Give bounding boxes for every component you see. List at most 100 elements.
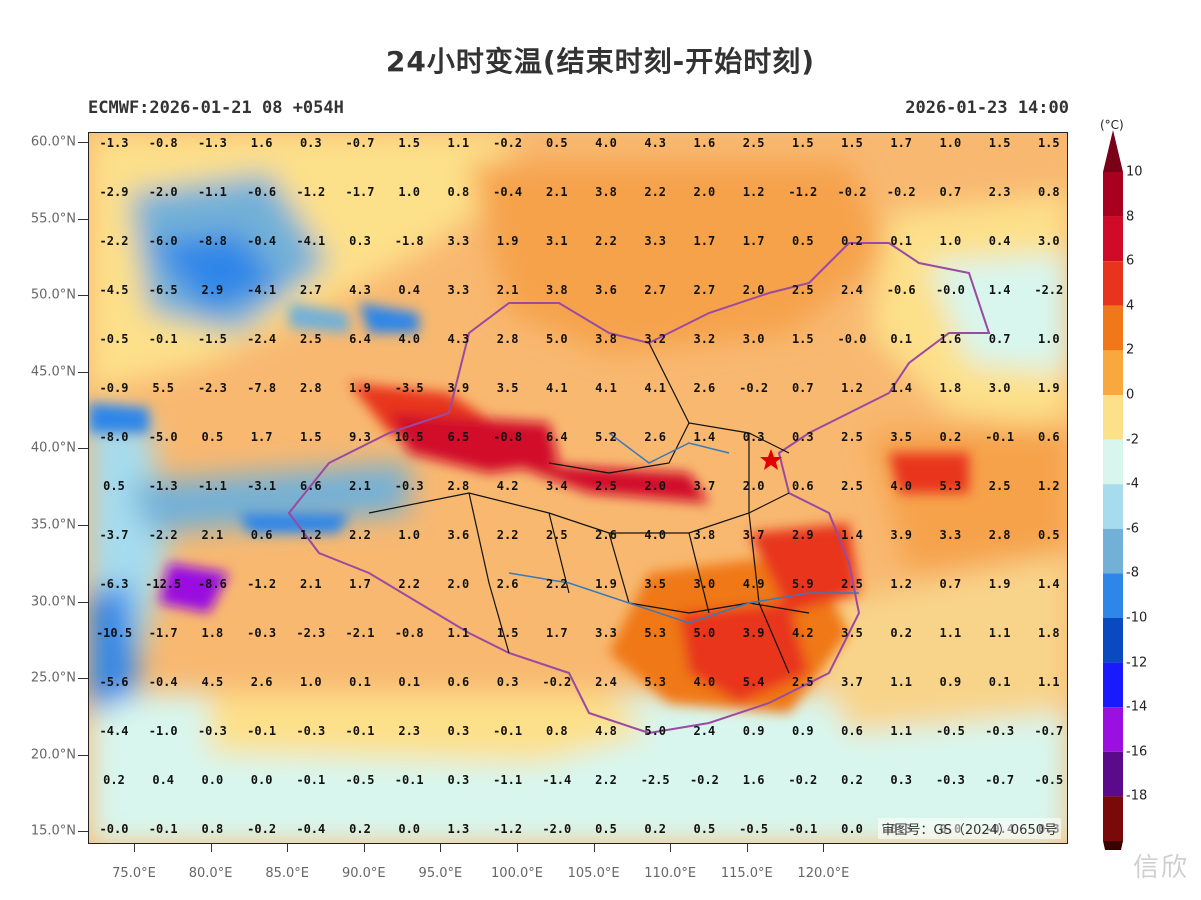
colorbar-tick-label: -2 — [1126, 432, 1139, 448]
grid-value: 1.7 — [742, 234, 765, 248]
grid-value: 2.5 — [841, 577, 863, 591]
longitude-tick — [363, 844, 365, 852]
grid-value: 0.2 — [890, 626, 913, 640]
grid-value: 0.8 — [201, 822, 224, 836]
grid-value: -1.1 — [493, 773, 523, 787]
grid-value: -5.0 — [148, 430, 178, 444]
grid-value: 3.3 — [644, 234, 667, 248]
latitude-tick — [78, 218, 88, 220]
grid-value: -2.3 — [197, 381, 227, 395]
grid-value: 0.5 — [103, 479, 125, 493]
grid-value: -0.3 — [394, 479, 424, 493]
grid-value: 0.7 — [988, 332, 1011, 346]
longitude-label: 105.0°E — [567, 866, 620, 881]
grid-value: 5.3 — [939, 479, 962, 493]
grid-value: 3.2 — [693, 332, 716, 346]
grid-value: -0.1 — [148, 822, 178, 836]
grid-value: -0.1 — [296, 773, 326, 787]
colorbar-tick-label: 10 — [1126, 164, 1143, 180]
grid-value: -5.6 — [99, 675, 129, 689]
longitude-tick — [210, 844, 212, 852]
grid-value: 2.9 — [201, 283, 224, 297]
grid-value: 0.2 — [349, 822, 371, 836]
grid-value: 3.2 — [644, 332, 667, 346]
grid-value: 0.1 — [988, 675, 1011, 689]
grid-value: 2.8 — [988, 528, 1011, 542]
grid-value: 1.4 — [1037, 577, 1060, 591]
longitude-label: 110.0°E — [644, 866, 697, 881]
grid-value: -1.3 — [99, 136, 129, 150]
grid-value: -2.4 — [247, 332, 277, 346]
grid-value: -2.2 — [148, 528, 178, 542]
grid-value: 2.8 — [299, 381, 322, 395]
grid-value: 2.5 — [791, 283, 814, 297]
grid-value: 1.8 — [201, 626, 224, 640]
temperature-change-field — [89, 133, 1067, 843]
grid-value: -6.0 — [148, 234, 178, 248]
grid-value: -0.1 — [788, 822, 818, 836]
grid-value: 0.4 — [152, 773, 175, 787]
latitude-tick — [78, 754, 88, 756]
grid-value: -0.3 — [197, 724, 227, 738]
grid-value: 3.3 — [595, 626, 617, 640]
grid-value: 2.5 — [545, 528, 568, 542]
grid-value: -10.5 — [95, 626, 133, 640]
grid-value: 3.3 — [939, 528, 962, 542]
colorbar-tick-label: -12 — [1126, 655, 1148, 671]
grid-value: 1.5 — [791, 136, 814, 150]
grid-value: -0.3 — [296, 724, 326, 738]
longitude-label: 115.0°E — [720, 866, 773, 881]
grid-value: 1.0 — [299, 675, 322, 689]
grid-value: 3.6 — [595, 283, 617, 297]
grid-value: 0.2 — [841, 773, 863, 787]
model-run-label: ECMWF:2026-01-21 08 +054H — [88, 98, 344, 118]
grid-value: -0.2 — [247, 822, 277, 836]
grid-value: -1.3 — [197, 136, 227, 150]
grid-value: -2.0 — [148, 185, 178, 199]
grid-value: -1.1 — [197, 479, 227, 493]
grid-value: 2.2 — [545, 577, 568, 591]
grid-value: 2.6 — [693, 381, 716, 395]
grid-value: 0.0 — [398, 822, 421, 836]
grid-value: -0.4 — [247, 234, 277, 248]
grid-value: -4.1 — [296, 234, 326, 248]
grid-value: 2.2 — [595, 234, 617, 248]
grid-value: 6.4 — [349, 332, 371, 346]
grid-value: -0.4 — [296, 822, 326, 836]
grid-value: 2.7 — [299, 283, 322, 297]
grid-value: -0.8 — [148, 136, 178, 150]
grid-value: 0.3 — [791, 430, 814, 444]
latitude-label: 50.0°N — [30, 287, 76, 303]
grid-value: 1.7 — [349, 577, 371, 591]
grid-value: 2.2 — [496, 528, 519, 542]
grid-value: -1.2 — [296, 185, 326, 199]
colorbar-max-arrow — [1103, 130, 1123, 172]
grid-value: 5.2 — [595, 430, 617, 444]
colorbar-segment — [1103, 707, 1123, 752]
grid-value: 3.1 — [545, 234, 568, 248]
colorbar-tick-label: -14 — [1126, 699, 1148, 715]
grid-value: 5.3 — [644, 675, 667, 689]
grid-value: 4.1 — [644, 381, 667, 395]
grid-value: 2.6 — [250, 675, 273, 689]
grid-value: -0.5 — [1034, 773, 1064, 787]
grid-value: 1.1 — [447, 626, 470, 640]
grid-value: 0.3 — [890, 773, 913, 787]
grid-value: 0.3 — [299, 136, 322, 150]
colorbar-segment — [1103, 751, 1123, 797]
grid-value: -0.4 — [493, 185, 523, 199]
grid-value: 1.8 — [1037, 626, 1060, 640]
grid-value: -0.3 — [985, 724, 1015, 738]
grid-value: 1.2 — [299, 528, 322, 542]
latitude-label: 60.0°N — [30, 134, 76, 150]
grid-value: -0.7 — [345, 136, 375, 150]
grid-value: 3.7 — [693, 479, 716, 493]
grid-value: 1.6 — [742, 773, 765, 787]
grid-value: 4.0 — [398, 332, 421, 346]
colorbar-tick-label: -4 — [1126, 476, 1139, 492]
grid-value: -12.5 — [145, 577, 182, 591]
longitude-tick — [670, 844, 672, 852]
grid-value: 1.5 — [1037, 136, 1060, 150]
grid-value: 0.5 — [1037, 528, 1060, 542]
grid-value: 1.5 — [496, 626, 519, 640]
